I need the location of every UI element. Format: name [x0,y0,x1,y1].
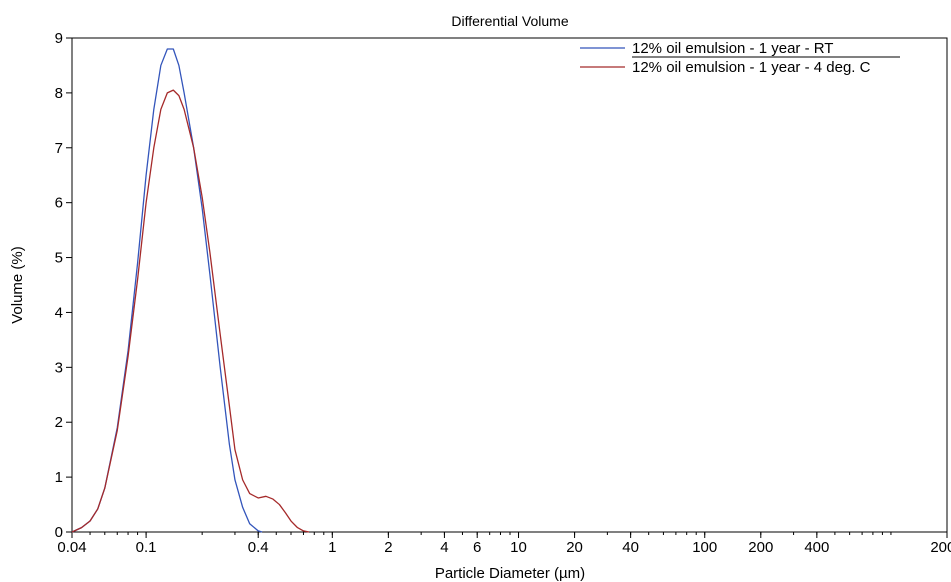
y-tick-label: 7 [55,140,63,157]
y-tick-label: 6 [55,195,63,212]
x-tick-label: 6 [473,539,481,556]
y-tick-label: 8 [55,85,63,102]
series-line-0 [71,48,263,533]
x-tick-label: 1 [328,539,336,556]
x-tick-label: 20 [566,539,583,556]
x-tick-label: 10 [510,539,527,556]
x-tick-label: 200 [748,539,773,556]
y-tick-label: 2 [55,414,63,431]
x-axis-label: Particle Diameter (µm) [435,565,585,582]
y-tick-label: 1 [55,469,63,486]
x-tick-label: 0.1 [136,539,157,556]
plot-frame [71,37,948,533]
y-axis-ticks: 0 1 2 3 4 5 6 7 8 9 [55,30,72,541]
series-line-1 [71,89,310,533]
y-tick-label: 5 [55,250,63,267]
legend-label-rt: 12% oil emulsion - 1 year - RT [632,40,833,57]
x-tick-label: 100 [692,539,717,556]
y-tick-label: 0 [55,524,63,541]
x-tick-label: 0.4 [248,539,269,556]
x-tick-label: 2 [384,539,392,556]
x-tick-label: 400 [804,539,829,556]
x-tick-label: 0.04 [57,539,86,556]
series-lines [71,48,310,533]
y-tick-label: 3 [55,359,63,376]
legend-label-4c: 12% oil emulsion - 1 year - 4 deg. C [632,59,871,76]
x-tick-label: 40 [622,539,639,556]
x-tick-label: 2000 [930,539,951,556]
chart-title: Differential Volume [451,13,568,29]
y-axis-label: Volume (%) [9,246,26,324]
x-axis-ticks: 0.04 0.1 0.4 1 2 4 6 10 20 40 100 200 400 2000 [57,532,951,556]
legend: 12% oil emulsion - 1 year - RT 12% oil e… [580,40,900,76]
y-tick-label: 4 [55,304,63,321]
x-tick-label: 4 [440,539,448,556]
y-tick-label: 9 [55,30,63,47]
